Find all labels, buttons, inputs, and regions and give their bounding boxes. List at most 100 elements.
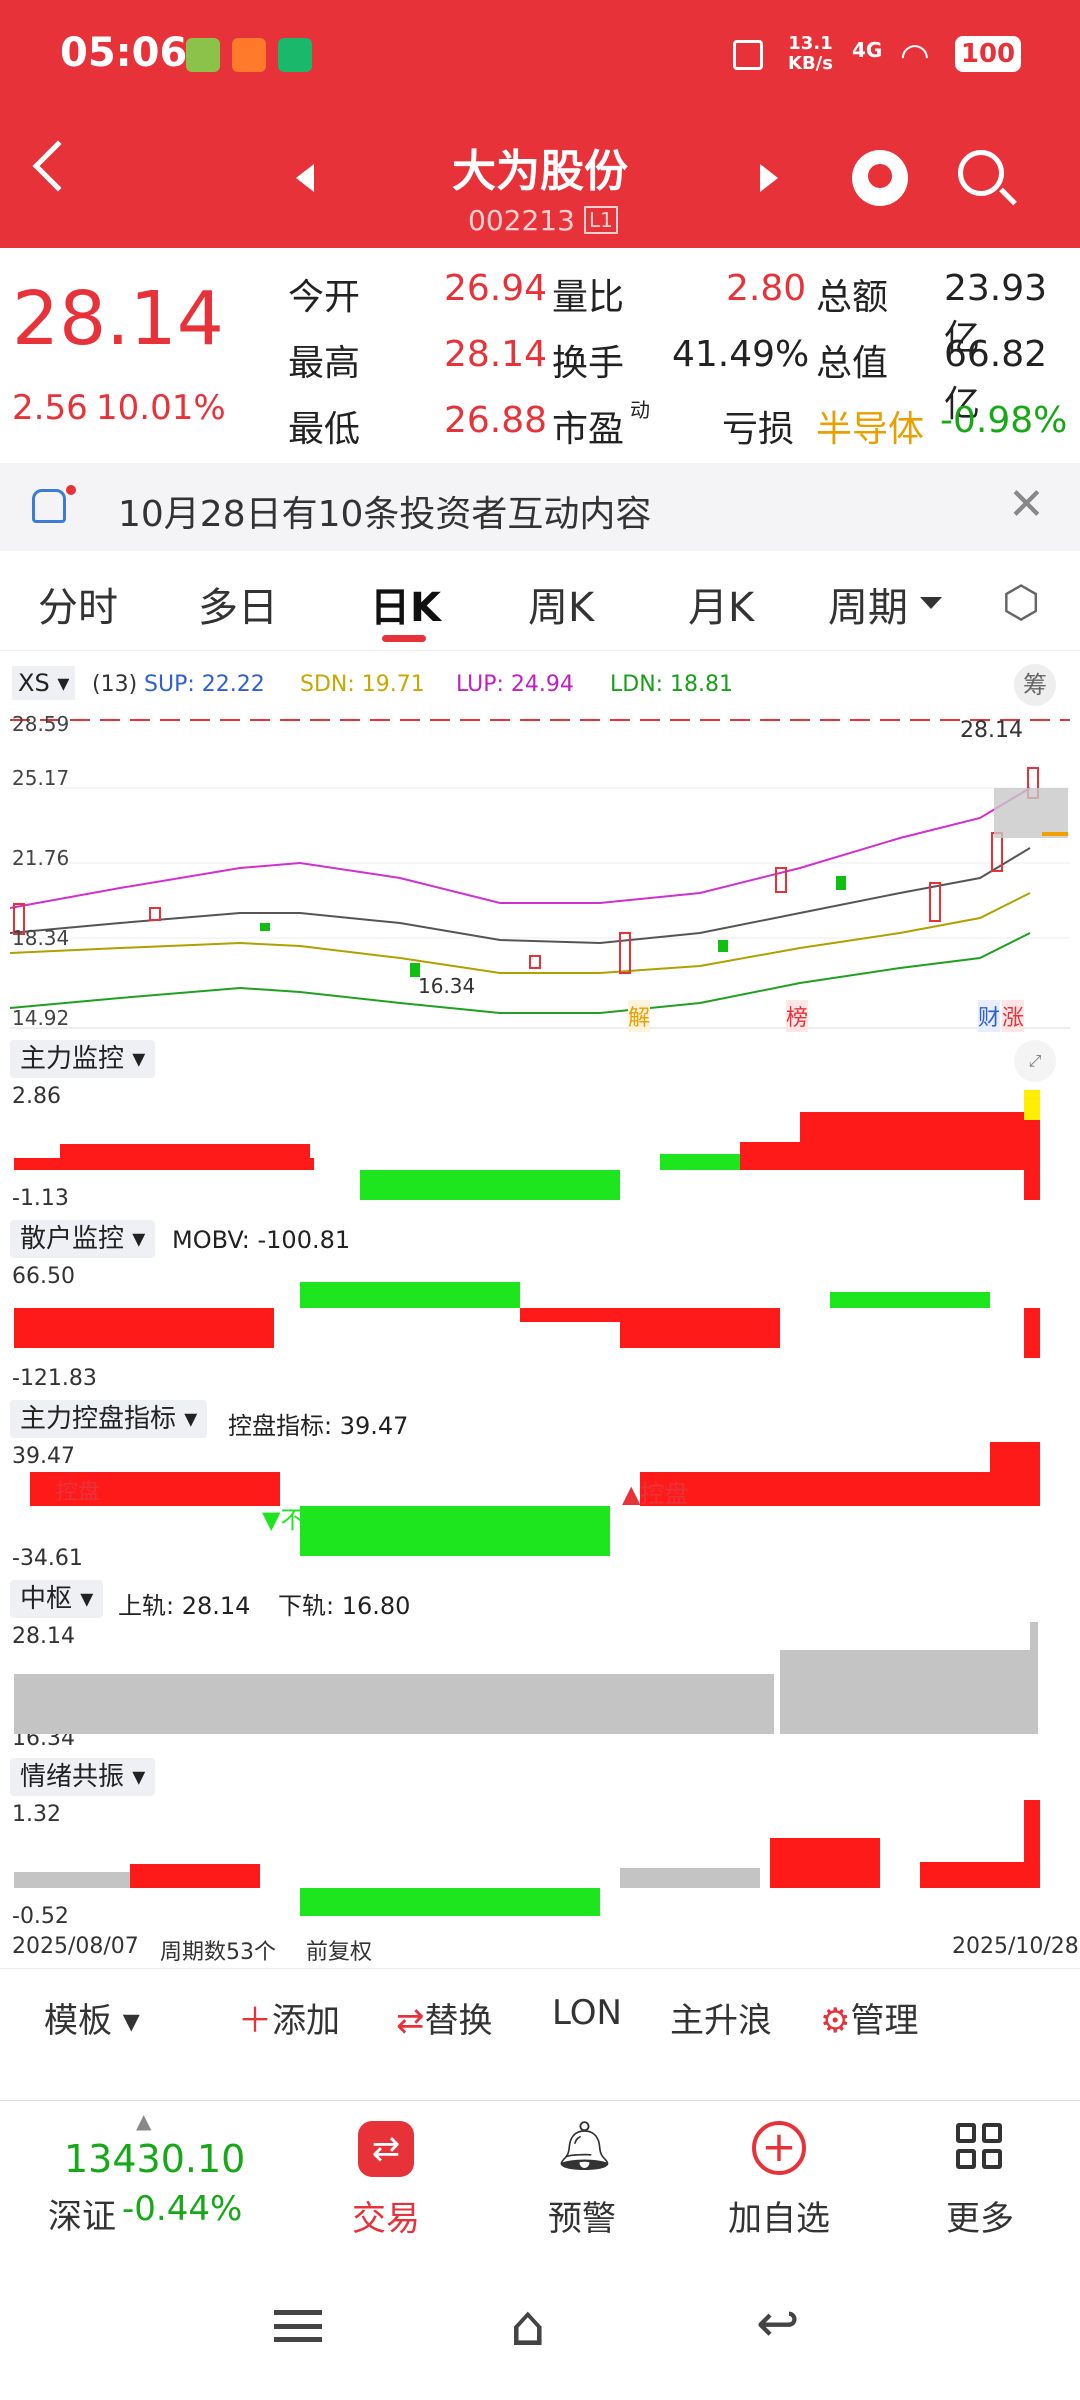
kline-panel[interactable]: XS ▾ (13) SUP: 22.22 SDN: 19.71 LUP: 24.… — [0, 660, 1080, 1032]
retail-select[interactable]: 散户监控 ▾ — [10, 1220, 156, 1258]
vibrate-icon — [733, 40, 763, 70]
manage-button[interactable]: ⚙管理 — [820, 2001, 919, 2041]
pivot-chart — [14, 1622, 1038, 1734]
wave-button[interactable]: 主升浪 — [670, 2001, 772, 2041]
event-limit-up[interactable]: 涨 — [1002, 1000, 1025, 1032]
lon-button[interactable]: LON — [552, 1993, 622, 2033]
panel1-min: -1.13 — [12, 1186, 69, 1211]
index-name: 深证 — [48, 2197, 116, 2237]
pe-value: 亏损 — [722, 409, 795, 450]
tab-intraday[interactable]: 分时 — [38, 585, 118, 631]
volume-ratio-label: 量比 — [552, 277, 625, 318]
app-icon — [186, 38, 220, 72]
event-unlock[interactable]: 解 — [628, 1000, 651, 1032]
event-ranking[interactable]: 榜 — [786, 1000, 809, 1032]
upper-rail: 上轨: 28.14 — [118, 1592, 251, 1620]
last-price-marker: 28.14 — [960, 718, 1023, 743]
pe-label: 市盈 — [552, 409, 625, 450]
adjust-mode[interactable]: 前复权 — [306, 1940, 373, 1965]
turnover-rate-label: 换手 — [552, 343, 625, 384]
bell-alert-icon[interactable]: 🔔︎ — [554, 2118, 615, 2174]
trade-label[interactable]: 交易 — [352, 2199, 420, 2239]
sentiment-select[interactable]: 情绪共振 ▾ — [10, 1758, 156, 1796]
settings-hex-icon[interactable]: ⬡ — [1002, 577, 1041, 628]
replace-button[interactable]: ⇄替换 — [396, 2001, 493, 2041]
active-tab-indicator — [382, 635, 426, 642]
back-nav-icon[interactable]: ↩ — [756, 2294, 800, 2354]
prev-stock-icon[interactable] — [296, 164, 314, 192]
pe-sup: 动 — [630, 398, 650, 422]
tab-period[interactable]: 周期 — [828, 585, 908, 631]
bell-icon — [32, 489, 66, 523]
control-select[interactable]: 主力控盘指标 ▾ — [10, 1400, 208, 1438]
expand-icon[interactable]: ⤢ — [1014, 1040, 1056, 1082]
turnover-label: 总额 — [816, 277, 889, 318]
search-icon[interactable] — [958, 150, 1004, 196]
close-icon[interactable]: ✕ — [1008, 479, 1045, 530]
notice-bar[interactable]: 10月28日有10条投资者互动内容 ✕ — [0, 463, 1080, 551]
more-label[interactable]: 更多 — [946, 2199, 1014, 2239]
indicator-select[interactable]: XS ▾ — [12, 666, 76, 700]
expand-up-icon[interactable]: ▲ — [136, 2109, 152, 2133]
tab-multiday[interactable]: 多日 — [198, 585, 278, 631]
high-label: 最高 — [288, 343, 361, 384]
quote-panel: 28.14 2.56 10.01% 今开 26.94 量比 2.80 总额 23… — [0, 248, 1080, 463]
low-value: 26.88 — [444, 400, 548, 441]
template-button[interactable]: 模板 ▾ — [44, 2001, 140, 2041]
tab-monthly-k[interactable]: 月K — [688, 585, 755, 631]
grid-icon[interactable] — [956, 2123, 1004, 2171]
panel2-max: 66.50 — [12, 1264, 75, 1289]
control-tag: 控盘 — [56, 1480, 101, 1505]
add-circle-icon[interactable]: + — [752, 2121, 806, 2175]
y-label-bottom: 14.92 — [12, 1006, 70, 1030]
indicator-params: (13) — [92, 672, 138, 697]
wifi-icon: ◠ — [900, 36, 930, 76]
panel2-min: -121.83 — [12, 1366, 97, 1391]
volume-ratio-value: 2.80 — [726, 268, 807, 309]
back-icon[interactable] — [32, 140, 84, 192]
retail-chart — [14, 1282, 1040, 1358]
add-indicator-button[interactable]: ＋添加 — [238, 2001, 340, 2041]
period-tabs: 分时 多日 日K 周K 月K 周期 ⬡ — [0, 551, 1080, 651]
control-value: 控盘指标: 39.47 — [228, 1412, 409, 1440]
sup-value: SUP: 22.22 — [144, 672, 265, 697]
ldn-value: LDN: 18.81 — [610, 672, 734, 697]
high-value: 28.14 — [444, 334, 548, 375]
tab-daily-k[interactable]: 日K — [370, 585, 441, 631]
retail-panel: 散户监控 ▾ MOBV: -100.81 66.50 -121.83 — [0, 1220, 1080, 1392]
indicator-name: XS — [18, 669, 50, 697]
plus-icon: ＋ — [238, 2001, 272, 2041]
event-finance[interactable]: 财 — [978, 1000, 1001, 1032]
add-watch-label[interactable]: 加自选 — [728, 2199, 830, 2239]
next-stock-icon[interactable] — [760, 164, 778, 192]
sector-label[interactable]: 半导体 — [816, 409, 925, 450]
turnover-rate-value: 41.49% — [672, 334, 810, 375]
home-icon[interactable]: ⌂ — [510, 2294, 546, 2359]
tab-weekly-k[interactable]: 周K — [528, 585, 595, 631]
axis-end-date: 2025/10/28 — [952, 1934, 1079, 1959]
panel5-max: 1.32 — [12, 1802, 61, 1827]
panel4-max: 28.14 — [12, 1624, 75, 1649]
alert-label[interactable]: 预警 — [548, 2199, 616, 2239]
stock-code: 002213 — [468, 204, 575, 237]
kline-chart — [9, 719, 1070, 1029]
market-cap-label: 总值 — [816, 343, 889, 384]
index-value[interactable]: 13430.10 — [64, 2137, 246, 2181]
stock-name: 大为股份 — [452, 146, 628, 197]
price-change-pct: 10.01% — [96, 388, 226, 428]
trade-icon[interactable]: ⇄ — [358, 2121, 414, 2177]
net-speed-unit: KB/s — [788, 53, 833, 74]
chip-button[interactable]: 筹 — [1014, 664, 1056, 706]
main-force-select[interactable]: 主力监控 ▾ — [10, 1040, 156, 1078]
low-marker: 16.34 — [418, 974, 476, 998]
menu-icon[interactable] — [274, 2310, 322, 2342]
app-icon — [278, 38, 312, 72]
pivot-select[interactable]: 中枢 ▾ — [10, 1580, 104, 1618]
last-price: 28.14 — [12, 276, 224, 362]
system-nav-bar: ⌂ ↩ — [0, 2250, 1080, 2400]
battery-level: 100 — [955, 36, 1021, 72]
index-change: -0.44% — [122, 2189, 243, 2229]
gear-icon: ⚙ — [820, 2001, 851, 2041]
mascot-icon[interactable] — [852, 150, 908, 206]
open-label: 今开 — [288, 277, 361, 318]
